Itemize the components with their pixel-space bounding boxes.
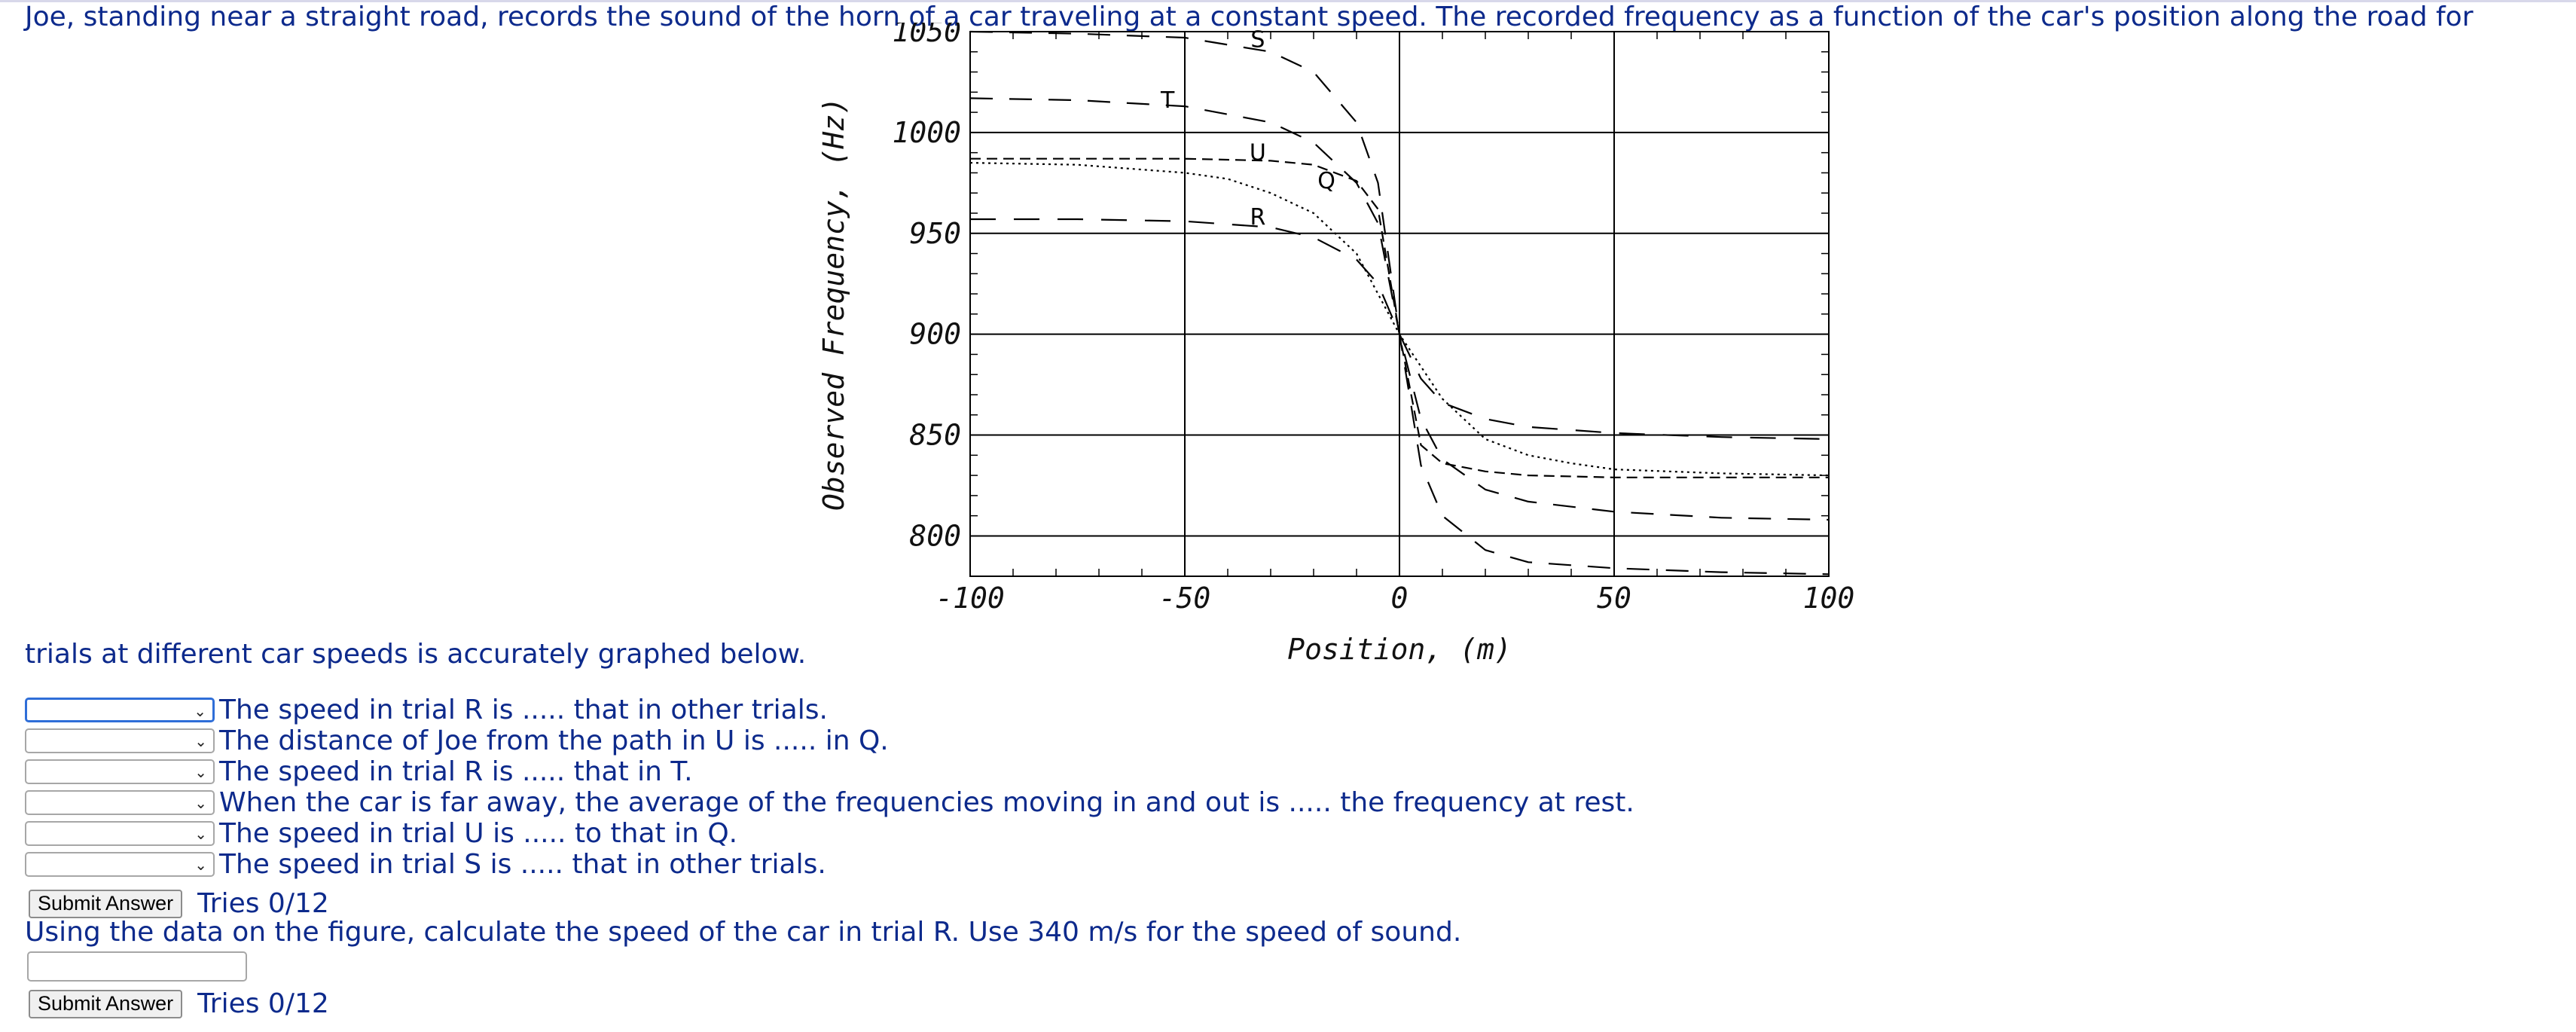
series-label-s: S bbox=[1250, 27, 1265, 53]
x-tick-label: 100 bbox=[1803, 582, 1855, 615]
chevron-down-icon: ⌄ bbox=[194, 762, 207, 781]
series-label-r: R bbox=[1250, 204, 1265, 231]
chevron-down-icon: ⌄ bbox=[194, 701, 206, 720]
chevron-down-icon: ⌄ bbox=[194, 824, 207, 843]
question-row: ⌄ The speed in trial R is ..... that in o… bbox=[25, 694, 828, 725]
question-text: The speed in trial S is ..... that in ot… bbox=[219, 848, 826, 880]
series-label-q: Q bbox=[1317, 168, 1335, 194]
question-text: When the car is far away, the average of… bbox=[219, 786, 1634, 818]
series-line-r bbox=[970, 218, 1830, 440]
answer-dropdown[interactable]: ⌄ bbox=[25, 789, 215, 815]
x-axis-label: Position, (m) bbox=[1287, 633, 1511, 666]
y-tick-label: 950 bbox=[909, 217, 961, 250]
top-divider bbox=[0, 0, 2576, 2]
question-text: The speed in trial R is ..... that in ot… bbox=[219, 694, 828, 725]
y-tick-label: 800 bbox=[909, 519, 961, 552]
submit-row-1: Submit Answer Tries 0/12 bbox=[29, 888, 329, 919]
y-tick-label: 1000 bbox=[892, 116, 961, 149]
x-tick-label: -50 bbox=[1159, 582, 1211, 615]
part2-prompt: Using the data on the figure, calculate … bbox=[25, 917, 1462, 948]
answer-dropdown[interactable]: ⌄ bbox=[25, 820, 215, 846]
tries-counter: Tries 0/12 bbox=[197, 888, 329, 919]
answer-dropdown[interactable]: ⌄ bbox=[25, 697, 215, 722]
series-label-u: U bbox=[1250, 140, 1266, 166]
question-text: The speed in trial R is ..... that in T. bbox=[219, 756, 693, 787]
question-row: ⌄ The speed in trial R is ..... that in T… bbox=[25, 756, 693, 787]
y-axis-label: Observed Frequency, (Hz) bbox=[817, 97, 850, 511]
series-line-q bbox=[969, 162, 1830, 477]
y-tick-label: 900 bbox=[909, 318, 961, 351]
tries-counter-2: Tries 0/12 bbox=[197, 988, 329, 1019]
x-tick-label: 0 bbox=[1391, 582, 1409, 615]
question-row: ⌄ The speed in trial U is ..... to that i… bbox=[25, 817, 738, 849]
question-row: ⌄ The speed in trial S is ..... that in o… bbox=[25, 848, 826, 880]
frequency-chart: -100 -50 0 50 100 800 850 900 950 1000 1050 Positio… bbox=[817, 23, 1855, 666]
question-text: The distance of Joe from the path in U i… bbox=[219, 725, 889, 756]
x-tick-label: -100 bbox=[935, 582, 1005, 615]
question-row: ⌄ The distance of Joe from the path in U … bbox=[25, 725, 889, 756]
y-tick-label: 850 bbox=[909, 419, 961, 452]
series-label-t: T bbox=[1160, 87, 1175, 114]
chevron-down-icon: ⌄ bbox=[194, 855, 207, 874]
chevron-down-icon: ⌄ bbox=[194, 731, 207, 750]
question-text: The speed in trial U is ..... to that in… bbox=[219, 817, 738, 849]
answer-dropdown[interactable]: ⌄ bbox=[25, 759, 215, 784]
answer-dropdown[interactable]: ⌄ bbox=[25, 851, 215, 877]
submit-row-2: Submit Answer Tries 0/12 bbox=[29, 988, 329, 1019]
answer-dropdown[interactable]: ⌄ bbox=[25, 728, 215, 753]
submit-answer-button[interactable]: Submit Answer bbox=[29, 889, 183, 918]
problem-intro: Joe, standing near a straight road, reco… bbox=[25, 2, 2474, 32]
problem-intro-continued: trials at different car speeds is accura… bbox=[25, 639, 807, 670]
speed-answer-input[interactable] bbox=[27, 951, 247, 982]
x-tick-label: 50 bbox=[1597, 582, 1631, 615]
question-row: ⌄ When the car is far away, the average o… bbox=[25, 786, 1634, 818]
y-tick-label: 1050 bbox=[892, 23, 961, 48]
chevron-down-icon: ⌄ bbox=[194, 793, 207, 812]
submit-answer-button-2[interactable]: Submit Answer bbox=[29, 989, 183, 1018]
